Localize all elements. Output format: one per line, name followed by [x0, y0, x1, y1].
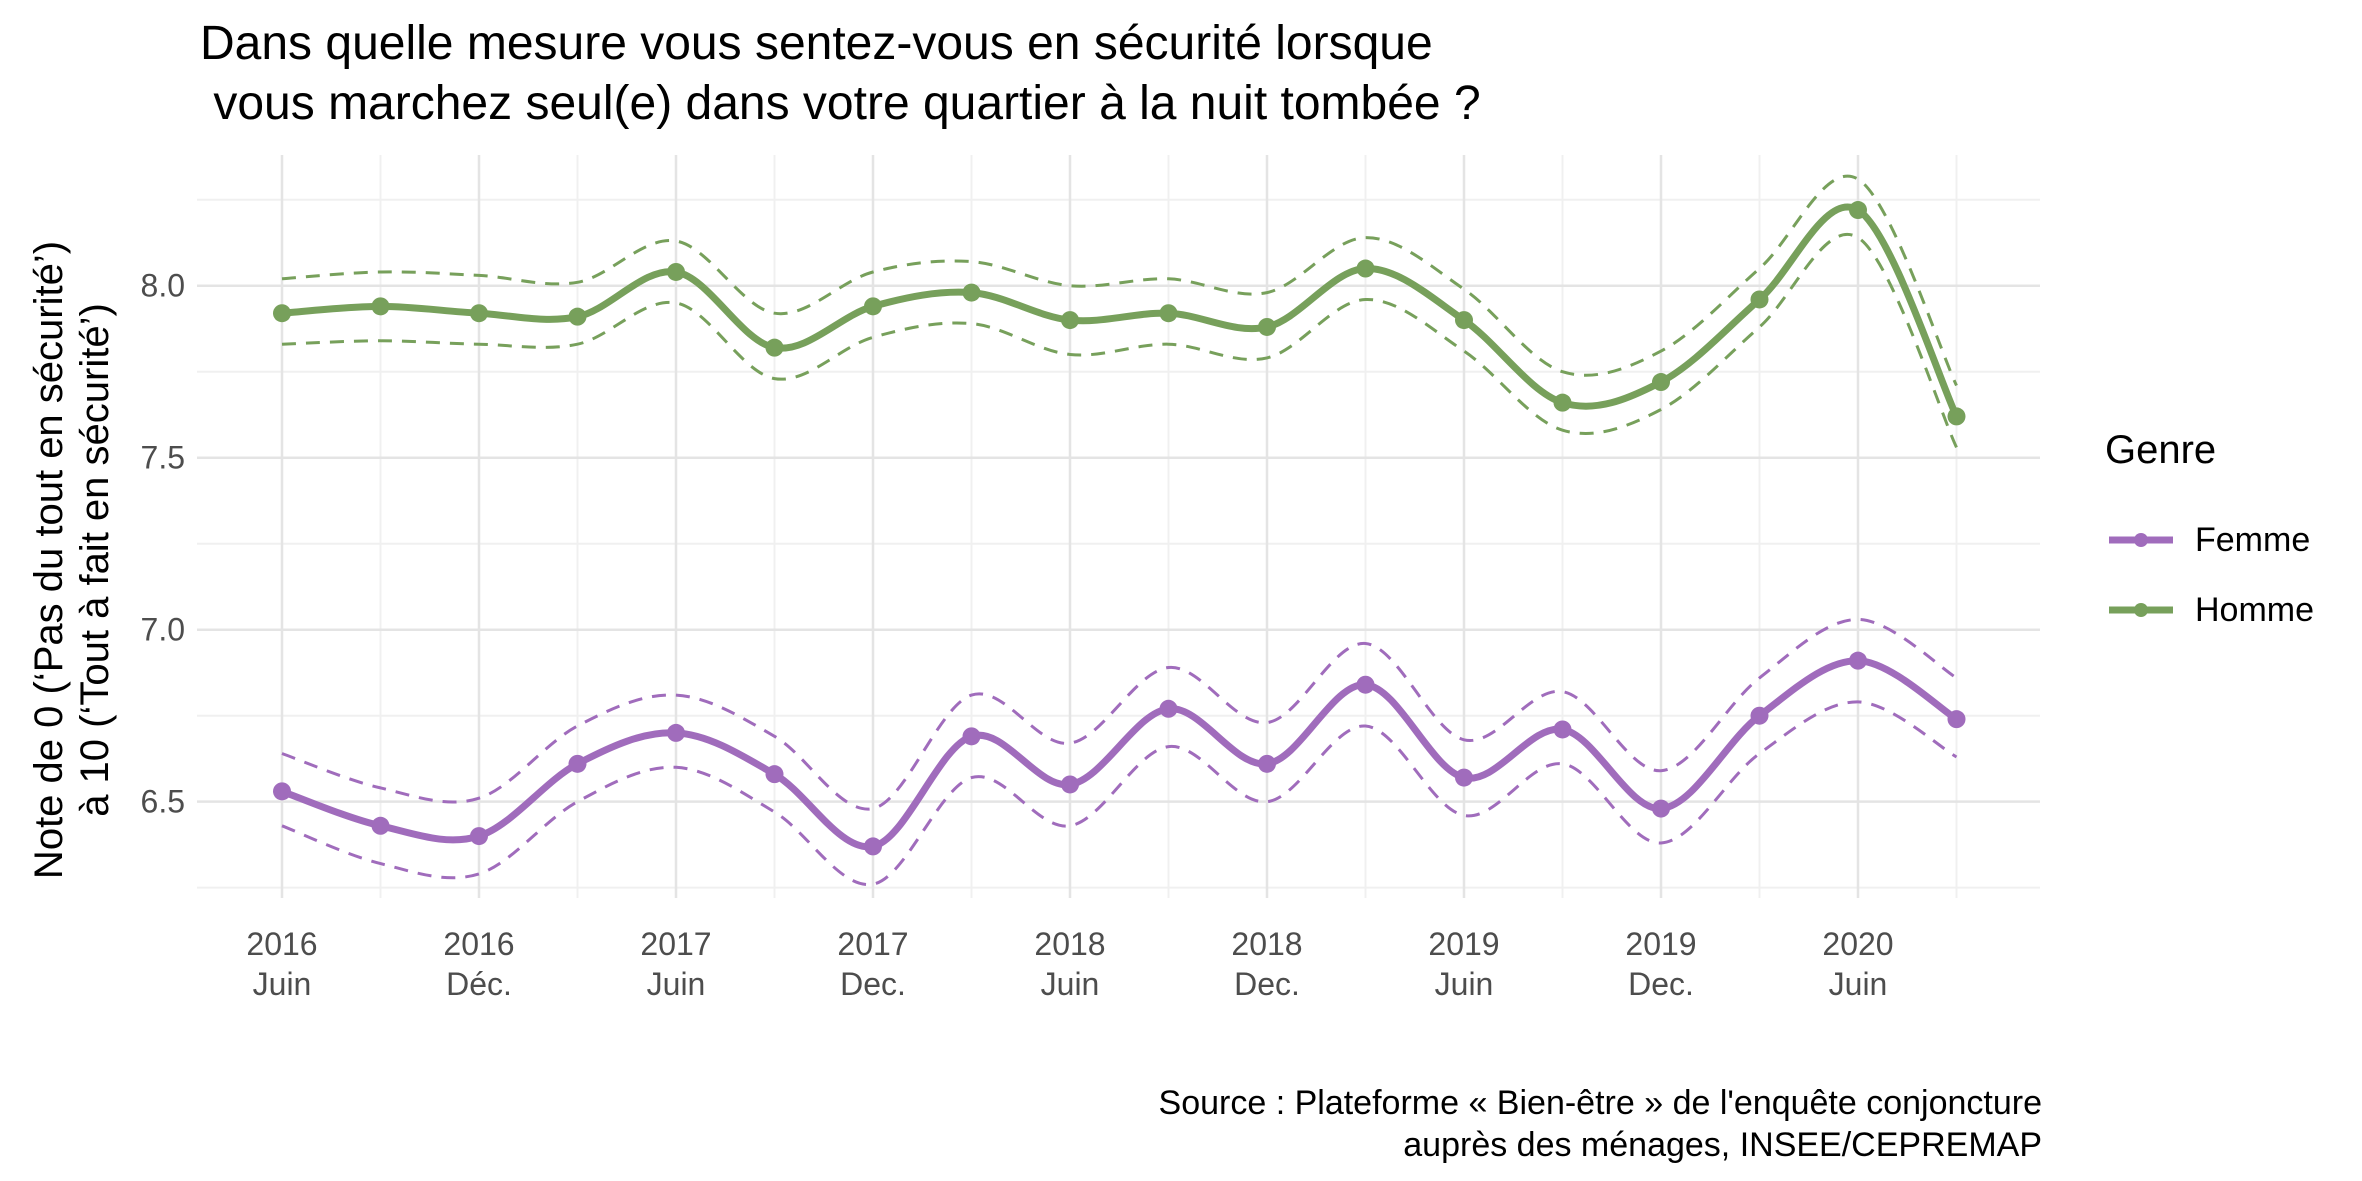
data-point-femme	[371, 816, 390, 835]
x-tick-label: Déc.	[446, 966, 512, 1002]
x-tick-label: 2020	[1822, 926, 1893, 962]
legend-label-homme: Homme	[2195, 591, 2315, 629]
data-point-homme	[864, 297, 882, 316]
data-point-femme	[667, 723, 685, 742]
data-point-femme	[962, 727, 981, 746]
x-tick-label: Dec.	[840, 966, 906, 1002]
data-point-femme	[1258, 754, 1276, 773]
data-point-homme	[1750, 290, 1769, 309]
data-point-homme	[1455, 311, 1473, 330]
data-point-homme	[667, 262, 685, 281]
data-point-homme	[1159, 304, 1178, 323]
x-tick-label: 2019	[1625, 926, 1696, 962]
data-point-femme	[273, 782, 291, 801]
data-point-femme	[1750, 706, 1769, 725]
data-point-homme	[1947, 407, 1966, 426]
y-tick-label: 6.5	[141, 784, 185, 820]
x-tick-label: Juin	[1829, 966, 1888, 1002]
data-point-femme	[568, 754, 587, 773]
ci-lower-line-homme	[281, 233, 1958, 449]
data-point-homme	[1356, 259, 1375, 278]
data-point-homme	[568, 307, 587, 326]
x-tick-label: Juin	[253, 966, 312, 1002]
ci-upper-line-homme	[281, 174, 1958, 387]
data-point-femme	[1356, 675, 1375, 694]
data-point-femme	[1652, 799, 1670, 818]
data-point-homme	[962, 283, 981, 302]
data-point-femme	[1553, 720, 1572, 739]
x-tick-label: 2018	[1231, 926, 1302, 962]
x-tick-label: Dec.	[1234, 966, 1300, 1002]
legend-key-femme	[2109, 533, 2173, 547]
series-line-femme	[278, 657, 1960, 851]
x-tick-label: 2016	[443, 926, 514, 962]
y-tick-label: 8.0	[141, 268, 185, 304]
series-line-homme	[278, 203, 1960, 420]
source-note: Source : Plateforme « Bien-être » de l'e…	[1158, 1084, 2042, 1164]
chart-title: Dans quelle mesure vous sentez-vous en s…	[200, 17, 1481, 130]
data-point-femme	[1159, 699, 1178, 718]
x-tick-label: Dec.	[1628, 966, 1694, 1002]
ci-lower-line-femme	[281, 700, 1958, 886]
y-tick-label: 7.5	[141, 440, 185, 476]
data-point-homme	[273, 304, 291, 323]
data-point-femme	[864, 837, 882, 856]
x-tick-label: Juin	[647, 966, 706, 1002]
data-point-femme	[1849, 651, 1867, 670]
data-point-femme	[765, 765, 784, 784]
legend-label-femme: Femme	[2195, 521, 2311, 559]
x-tick-label: Juin	[1435, 966, 1494, 1002]
data-point-homme	[1061, 311, 1079, 330]
data-point-homme	[765, 338, 784, 357]
data-point-homme	[1553, 393, 1572, 412]
data-point-femme	[470, 827, 488, 846]
legend-title: Genre	[2105, 428, 2217, 472]
x-tick-label: 2017	[640, 926, 711, 962]
x-tick-label: 2017	[837, 926, 908, 962]
data-point-homme	[1258, 317, 1276, 336]
data-point-femme	[1455, 768, 1473, 787]
legend-key-homme	[2109, 603, 2173, 617]
data-point-homme	[470, 304, 488, 323]
x-tick-label: 2019	[1428, 926, 1499, 962]
x-tick-label: 2016	[246, 926, 317, 962]
data-point-femme	[1947, 710, 1966, 729]
y-tick-label: 7.0	[141, 612, 185, 648]
x-tick-label: Juin	[1041, 966, 1100, 1002]
data-point-femme	[1061, 775, 1079, 794]
data-point-homme	[1652, 373, 1670, 392]
data-point-homme	[1849, 201, 1867, 220]
data-point-homme	[371, 297, 390, 316]
x-tick-label: 2018	[1034, 926, 1105, 962]
